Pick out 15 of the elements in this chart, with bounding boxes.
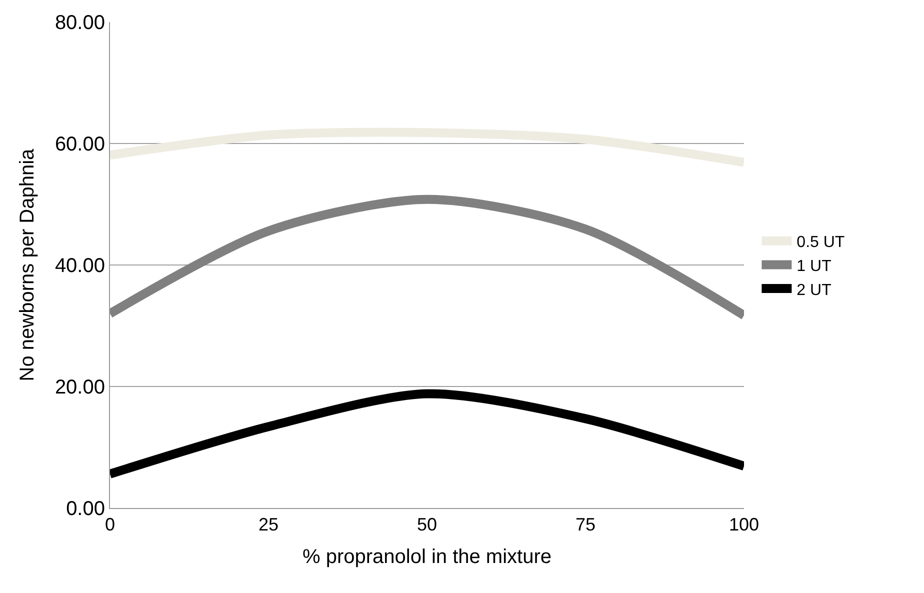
x-tick-label: 75 bbox=[575, 514, 596, 535]
x-tick-label: 100 bbox=[728, 514, 760, 535]
x-tick-label: 0 bbox=[104, 514, 116, 535]
legend-label: 1 UT bbox=[796, 258, 832, 275]
y-tick-label: 20.00 bbox=[54, 376, 105, 398]
y-tick-label: 80.00 bbox=[54, 12, 105, 34]
x-tick-label: 25 bbox=[258, 514, 279, 535]
y-axis-title: No newborns per Daphnia bbox=[16, 148, 38, 382]
y-tick-label: 0.00 bbox=[66, 498, 105, 520]
x-tick-label: 50 bbox=[416, 514, 438, 535]
legend-label: 0.5 UT bbox=[796, 234, 845, 252]
y-tick-label: 60.00 bbox=[54, 134, 105, 156]
y-tick-label: 40.00 bbox=[54, 255, 105, 277]
x-axis-title: % propranolol in the mixture bbox=[302, 546, 552, 568]
legend-label: 2 UT bbox=[796, 282, 832, 299]
